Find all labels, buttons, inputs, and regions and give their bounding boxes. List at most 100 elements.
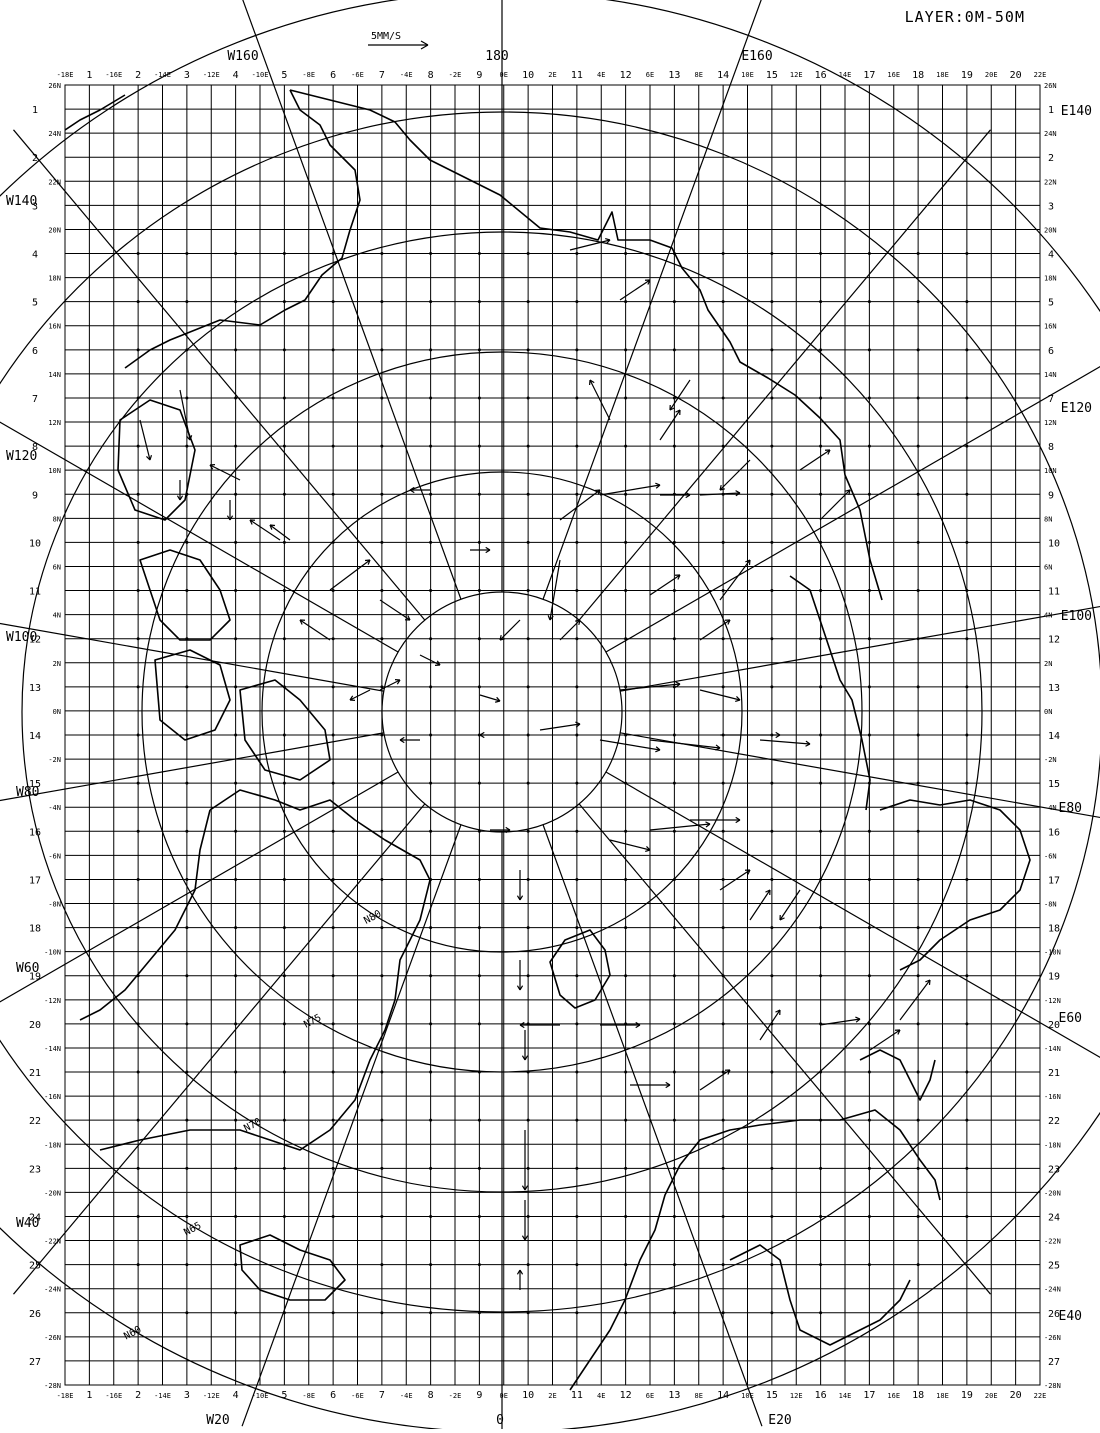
current-dot: [185, 637, 189, 641]
current-dot: [477, 829, 481, 833]
top-col-line-label: -16E: [105, 71, 122, 79]
current-arrow-head: [775, 1009, 781, 1016]
current-dot: [819, 444, 823, 448]
current-dot: [819, 1263, 823, 1267]
left-row-number: 15: [29, 779, 41, 790]
left-row-line-label: -12N: [44, 997, 61, 1005]
current-dot: [916, 492, 920, 496]
current-dot: [770, 1311, 774, 1315]
current-arrow: [599, 739, 661, 751]
current-dot: [770, 829, 774, 833]
current-arrow-head: [685, 491, 691, 499]
current-dot: [867, 829, 871, 833]
current-arrow-head: [575, 619, 581, 625]
current-dot: [331, 974, 335, 978]
current-dot: [624, 926, 628, 930]
current-dot: [624, 1166, 628, 1170]
left-row-number: 1: [32, 105, 38, 116]
current-dot: [185, 1166, 189, 1170]
current-dot: [380, 1311, 384, 1315]
current-dot: [770, 348, 774, 352]
current-dot: [575, 926, 579, 930]
current-dot: [819, 1118, 823, 1122]
current-dot: [380, 444, 384, 448]
meridian-line: [0, 771, 399, 1003]
right-row-line-label: -28N: [1044, 1382, 1061, 1390]
current-dot: [234, 300, 238, 304]
bottom-col-line-label: 4E: [597, 1392, 605, 1400]
current-dot: [234, 781, 238, 785]
left-row-number: 11: [29, 587, 41, 598]
current-dot: [721, 877, 725, 881]
current-dot: [136, 877, 140, 881]
current-dot: [331, 1070, 335, 1074]
current-dot: [965, 829, 969, 833]
current-dot: [867, 1263, 871, 1267]
right-row-number: 2: [1048, 153, 1054, 164]
current-dot: [234, 1214, 238, 1218]
current-arrow: [589, 379, 611, 421]
right-row-number: 26: [1048, 1309, 1060, 1320]
current-dot: [477, 1070, 481, 1074]
current-dot: [624, 444, 628, 448]
current-arrow: [559, 489, 601, 521]
left-row-line-label: -24N: [44, 1286, 61, 1294]
left-row-number: 26: [29, 1309, 41, 1320]
current-dot: [136, 685, 140, 689]
current-arrow-head: [269, 524, 276, 530]
current-arrow-head: [735, 816, 741, 824]
current-dot: [185, 444, 189, 448]
current-dot: [185, 781, 189, 785]
coast-greenland-west: [79, 809, 211, 1021]
current-dot: [916, 1022, 920, 1026]
current-dot: [770, 1263, 774, 1267]
meridian-label: E100: [1061, 609, 1092, 624]
current-arrow: [609, 839, 651, 851]
left-row-line-label: -28N: [44, 1382, 61, 1390]
right-row-number: 22: [1048, 1116, 1060, 1127]
current-dot: [331, 1263, 335, 1267]
current-dot: [429, 1118, 433, 1122]
current-dot: [380, 926, 384, 930]
current-arrow-head: [499, 635, 505, 641]
current-arrow: [899, 979, 931, 1021]
left-row-line-label: -14N: [44, 1045, 61, 1053]
current-dot: [477, 685, 481, 689]
top-col-line-label: -8E: [302, 71, 315, 79]
coastline-landmass: [64, 89, 1031, 1391]
current-arrow: [329, 559, 371, 591]
current-dot: [965, 1166, 969, 1170]
right-row-number: 19: [1048, 972, 1060, 983]
current-dot: [624, 974, 628, 978]
current-dot: [721, 1070, 725, 1074]
current-arrow: [799, 449, 831, 471]
current-dot: [380, 829, 384, 833]
current-dot: [380, 252, 384, 256]
current-dot: [477, 348, 481, 352]
bottom-col-line-label: -10E: [252, 1392, 269, 1400]
top-col-number: 3: [184, 70, 190, 81]
right-row-number: 4: [1048, 250, 1054, 261]
right-row-number: 10: [1048, 538, 1060, 549]
current-dot: [185, 1070, 189, 1074]
current-dot: [721, 492, 725, 496]
bottom-col-line-label: 14E: [839, 1392, 852, 1400]
meridian-label: W140: [6, 194, 37, 209]
current-dot: [234, 1311, 238, 1315]
meridian-line: [0, 732, 384, 802]
current-arrow-head: [674, 574, 681, 580]
coast-baltic: [729, 1244, 911, 1346]
current-dot: [331, 540, 335, 544]
current-dot: [477, 637, 481, 641]
current-arrow-head: [845, 489, 851, 495]
current-dot: [429, 252, 433, 256]
bottom-col-line-label: 16E: [887, 1392, 900, 1400]
bottom-col-line-label: 2E: [548, 1392, 556, 1400]
current-dot: [624, 492, 628, 496]
current-dot: [916, 300, 920, 304]
current-dot: [136, 829, 140, 833]
current-arrow-head: [715, 744, 721, 751]
current-dot: [672, 829, 676, 833]
